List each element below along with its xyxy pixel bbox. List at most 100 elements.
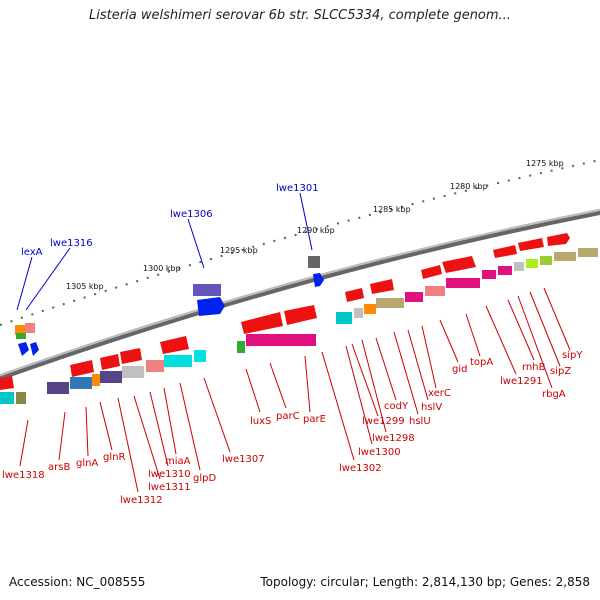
gene-arrow[interactable] [421, 265, 442, 279]
scale-arc [0, 159, 600, 326]
feature-block[interactable] [0, 392, 14, 404]
feature-block[interactable] [25, 323, 35, 333]
gene-arrow[interactable] [370, 279, 394, 294]
gene-label[interactable]: miaA [165, 456, 191, 467]
feature-block[interactable] [405, 292, 423, 302]
feature-block[interactable] [446, 278, 480, 288]
gene-label[interactable]: lwe1301 [276, 183, 319, 194]
feature-block[interactable] [16, 392, 26, 404]
feature-block[interactable] [193, 284, 221, 296]
gene-arrow[interactable] [241, 312, 283, 334]
gene-label[interactable]: lexA [21, 247, 43, 258]
feature-block[interactable] [246, 334, 316, 346]
gene-arrow[interactable] [100, 354, 120, 370]
feature-block[interactable] [554, 252, 576, 261]
feature-block[interactable] [354, 308, 363, 318]
gene-label[interactable]: lwe1299 [362, 416, 405, 427]
callout-line [269, 362, 287, 409]
kbp-label: 1285 kbp [373, 205, 411, 214]
feature-block[interactable] [237, 341, 245, 353]
gene-label[interactable]: sipY [562, 350, 583, 361]
feature-block[interactable] [578, 248, 598, 257]
gene-label[interactable]: lwe1318 [2, 470, 45, 481]
gene-arrow[interactable] [518, 238, 544, 251]
feature-block[interactable] [100, 371, 122, 383]
feature-block[interactable] [122, 366, 144, 378]
gene-label[interactable]: hslU [409, 416, 431, 427]
gene-label[interactable]: lwe1307 [222, 454, 265, 465]
feature-block[interactable] [425, 286, 445, 296]
gene-label[interactable]: rnhB [522, 362, 546, 373]
gene-label[interactable]: lwe1310 [148, 469, 191, 480]
gene-label[interactable]: glnA [76, 458, 98, 469]
gene-arrow[interactable] [442, 256, 476, 273]
gene-label[interactable]: topA [470, 357, 493, 368]
callout-line [465, 313, 481, 357]
gene-label[interactable]: luxS [250, 416, 271, 427]
feature-block[interactable] [308, 256, 320, 268]
gene-label[interactable]: arsB [48, 462, 70, 473]
gene-label[interactable]: lwe1312 [120, 495, 163, 506]
gene-arrow[interactable] [547, 233, 570, 246]
gene-label[interactable]: lwe1311 [148, 482, 191, 493]
feature-block[interactable] [92, 374, 100, 386]
gene-label[interactable]: gid [452, 364, 467, 375]
feature-block[interactable] [70, 377, 92, 389]
callout-line [321, 351, 355, 461]
gene-label[interactable]: lwe1298 [372, 433, 415, 444]
gene-arrow[interactable] [70, 360, 94, 377]
gene-label[interactable]: lwe1306 [170, 209, 213, 220]
gene-arrow[interactable] [345, 288, 364, 302]
feature-block[interactable] [16, 333, 26, 339]
gene-arrow[interactable] [120, 348, 142, 364]
callout-line [421, 325, 437, 389]
gene-label[interactable]: parC [276, 411, 300, 422]
callout-line [351, 343, 379, 417]
callout-line [393, 331, 419, 415]
gene-label[interactable]: parE [303, 414, 326, 425]
gene-arrow[interactable] [18, 342, 29, 356]
gene-label[interactable]: lwe1316 [50, 238, 93, 249]
gene-label[interactable]: codY [384, 401, 409, 412]
callout-line [19, 419, 29, 467]
feature-block[interactable] [514, 262, 524, 271]
gene-label[interactable]: lwe1302 [339, 463, 382, 474]
gene-label[interactable]: rbgA [542, 389, 566, 400]
kbp-label: 1275 kbp [526, 159, 564, 168]
feature-block[interactable] [164, 355, 192, 367]
gene-label[interactable]: glnR [103, 452, 125, 463]
callout-line [16, 256, 33, 311]
gene-label[interactable]: lwe1291 [500, 376, 543, 387]
gene-label[interactable]: glpD [193, 473, 216, 484]
feature-block[interactable] [15, 325, 25, 335]
feature-block[interactable] [376, 298, 404, 308]
gene-label[interactable]: xerC [428, 388, 451, 399]
gene-arrow[interactable] [313, 273, 324, 287]
gene-label[interactable]: sipZ [550, 366, 571, 377]
gene-arrow[interactable] [493, 245, 517, 258]
feature-block[interactable] [336, 312, 352, 324]
feature-block[interactable] [364, 304, 376, 314]
gene-label[interactable]: lwe1300 [358, 447, 401, 458]
callout-line [133, 395, 161, 480]
callout-line [361, 339, 387, 433]
gene-label[interactable]: hslV [421, 402, 442, 413]
gene-arrow[interactable] [197, 297, 225, 316]
gene-arrow[interactable] [160, 336, 189, 354]
callout-line [543, 287, 571, 351]
kbp-label: 1280 kbp [450, 182, 488, 191]
callout-line [179, 382, 201, 471]
gene-arrow[interactable] [30, 342, 39, 356]
feature-block[interactable] [146, 360, 164, 372]
gene-arrow[interactable] [0, 376, 14, 390]
feature-block[interactable] [498, 266, 512, 275]
gene-arrow[interactable] [284, 305, 317, 325]
feature-block[interactable] [194, 350, 206, 362]
feature-block[interactable] [526, 259, 538, 268]
callout-line [187, 218, 205, 269]
feature-block[interactable] [540, 256, 552, 265]
callout-line [507, 299, 535, 361]
feature-block[interactable] [47, 382, 69, 394]
feature-block[interactable] [482, 270, 496, 279]
